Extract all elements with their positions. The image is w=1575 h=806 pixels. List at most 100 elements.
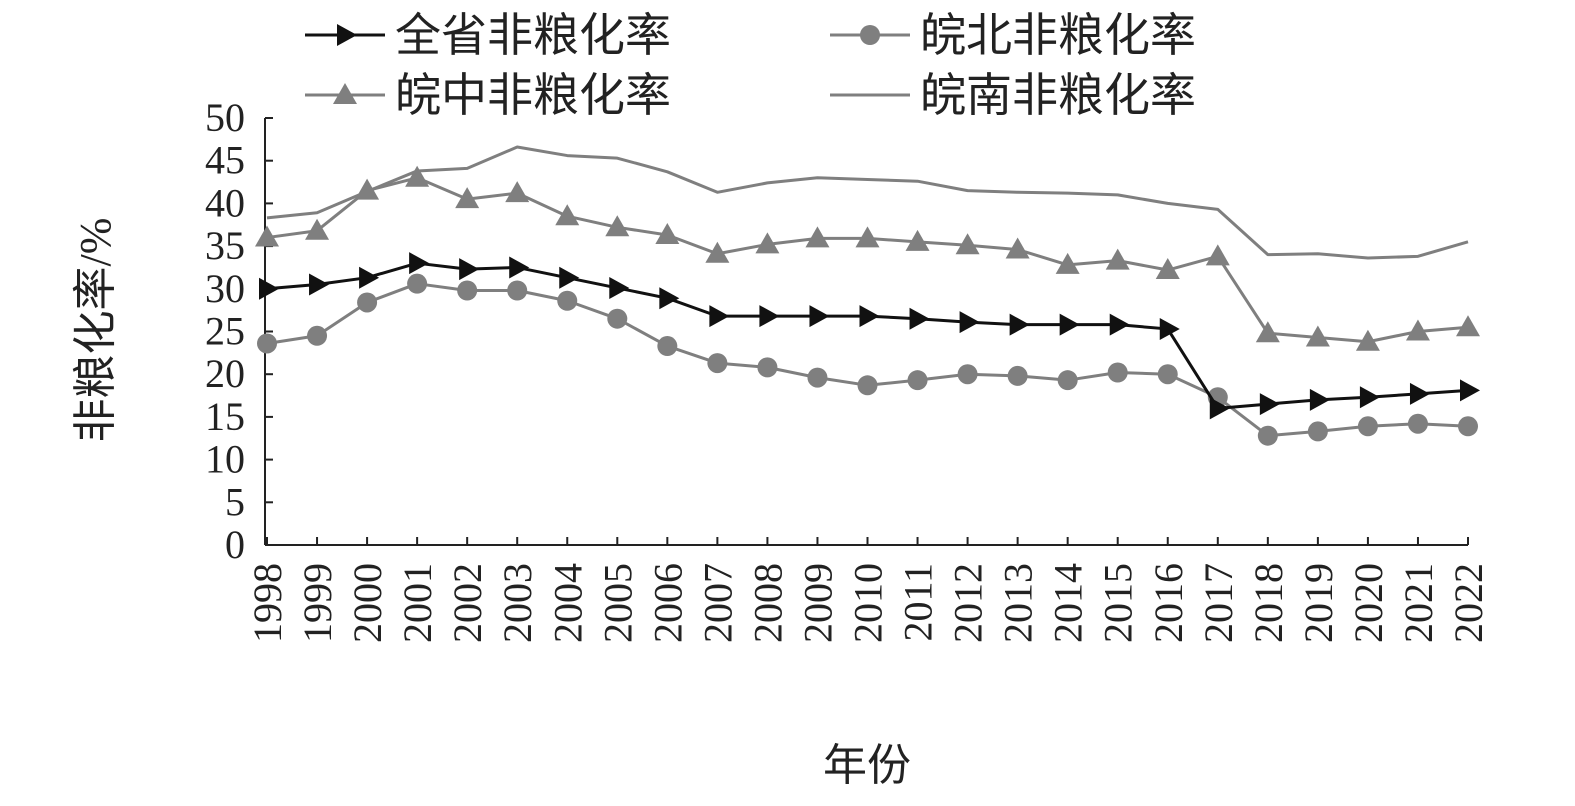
data-point: [1105, 248, 1130, 270]
series-2: [255, 165, 1480, 351]
legend-label: 皖北非粮化率: [920, 10, 1196, 61]
data-point: [455, 187, 480, 209]
series-layer: [255, 145, 1480, 446]
data-point: [1205, 244, 1230, 266]
data-point: [1409, 382, 1430, 405]
data-point: [805, 226, 830, 248]
data-point: [857, 375, 878, 396]
y-axis-title: 非粮化率/%: [71, 218, 120, 443]
data-point: [505, 181, 530, 203]
y-tick-label: 30: [205, 266, 245, 311]
y-tick-label: 25: [205, 309, 245, 354]
x-tick-label: 1999: [295, 563, 340, 643]
data-point: [807, 367, 828, 388]
x-tick-label: 2018: [1246, 563, 1291, 643]
series-3: [266, 145, 1469, 260]
legend-marker: [337, 24, 357, 46]
legend-entry: 皖南非粮化率: [830, 70, 1196, 121]
legend-marker: [333, 83, 357, 104]
data-point: [759, 305, 780, 328]
data-point: [557, 290, 578, 311]
data-point: [1155, 258, 1180, 280]
y-tick-label: 5: [225, 479, 245, 524]
data-point: [757, 357, 778, 378]
series-0: [259, 252, 1480, 420]
data-point: [509, 256, 530, 279]
x-tick-label: 1998: [245, 563, 290, 643]
data-point: [1359, 386, 1380, 409]
x-tick-label: 2015: [1096, 563, 1141, 643]
data-point: [1458, 416, 1478, 437]
data-point: [1355, 329, 1380, 351]
x-tick-label: 2017: [1196, 563, 1241, 643]
legend-entry: 皖中非粮化率: [305, 70, 671, 121]
data-point: [305, 218, 330, 240]
data-point: [705, 241, 730, 263]
data-point: [1407, 413, 1428, 434]
data-point: [1257, 425, 1278, 446]
data-point: [707, 353, 728, 374]
x-tick-label: 2005: [595, 563, 640, 643]
data-point: [709, 305, 730, 328]
x-tick-label: 2003: [495, 563, 540, 643]
x-tick-label: 2000: [345, 563, 390, 643]
data-point: [1305, 325, 1330, 347]
legend-entry: 皖北非粮化率: [830, 10, 1196, 61]
data-point: [909, 307, 930, 330]
data-point: [559, 266, 580, 289]
data-point: [1309, 388, 1330, 411]
legend-marker: [860, 25, 880, 45]
data-point: [355, 178, 380, 200]
x-tick-label: 2008: [745, 563, 790, 643]
data-point: [1057, 370, 1078, 391]
data-point: [409, 252, 430, 275]
x-tick-label: 2001: [395, 563, 440, 643]
legend-label: 皖中非粮化率: [395, 70, 671, 121]
data-point: [657, 336, 678, 357]
x-tick-label: 2002: [445, 563, 490, 643]
x-tick-label: 2007: [695, 563, 740, 643]
data-point: [957, 364, 978, 385]
data-point: [1009, 313, 1030, 336]
data-point: [1255, 321, 1280, 343]
data-point: [307, 325, 328, 346]
data-point: [1405, 319, 1430, 341]
data-point: [457, 280, 478, 301]
x-tick-label: 2013: [996, 563, 1041, 643]
data-point: [755, 232, 780, 254]
x-tick-label: 2006: [645, 563, 690, 643]
x-tick-label: 2010: [846, 563, 891, 643]
data-point: [859, 305, 880, 328]
x-tick-label: 2016: [1146, 563, 1191, 643]
data-point: [1357, 416, 1378, 437]
x-tick-label: 2011: [896, 563, 941, 642]
y-tick-label: 20: [205, 351, 245, 396]
data-point: [1460, 379, 1480, 402]
y-tick-label: 10: [205, 437, 245, 482]
x-tick-label: 2012: [946, 563, 991, 643]
data-point: [855, 226, 880, 248]
data-point: [655, 222, 680, 244]
series-line: [266, 282, 1469, 438]
x-tick-label: 2009: [795, 563, 840, 643]
data-point: [259, 277, 279, 300]
data-point: [309, 273, 330, 296]
data-point: [609, 276, 630, 299]
data-point: [555, 204, 580, 226]
x-axis-title: 年份: [823, 741, 911, 790]
series-line: [266, 145, 1469, 260]
data-point: [1107, 362, 1128, 383]
y-tick-label: 50: [205, 95, 245, 140]
y-tick-label: 35: [205, 223, 245, 268]
legend-label: 全省非粮化率: [395, 10, 671, 61]
x-tick-label: 2019: [1296, 563, 1341, 643]
data-point: [359, 266, 380, 289]
data-point: [905, 229, 930, 251]
y-tick-label: 45: [205, 138, 245, 183]
data-point: [659, 287, 680, 310]
x-tick-label: 2020: [1346, 563, 1391, 643]
data-point: [605, 215, 630, 237]
